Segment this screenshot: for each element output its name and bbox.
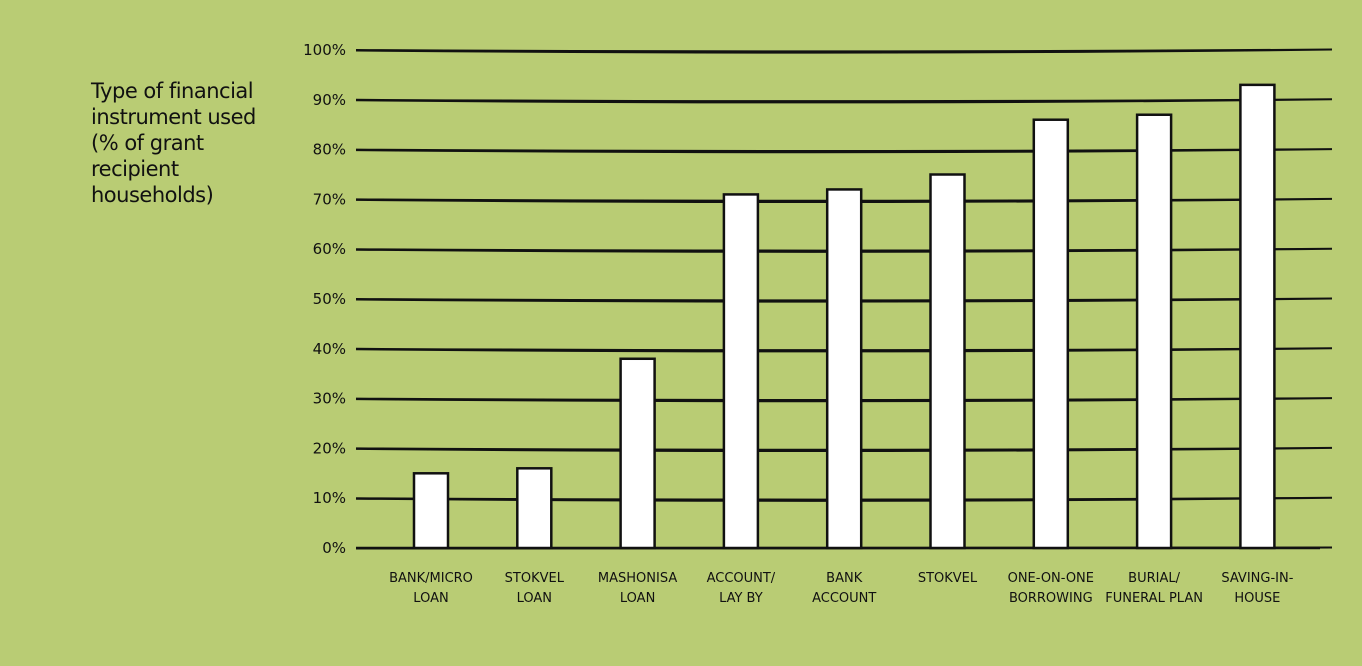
x-category-label: BANK/MICRO LOAN xyxy=(389,571,473,606)
bar xyxy=(1239,83,1276,550)
x-category-label: SAVING-IN-HOUSE xyxy=(1221,571,1293,606)
bar xyxy=(412,472,450,550)
y-tick-label: 60% xyxy=(313,240,346,258)
bar xyxy=(516,467,553,550)
gridline xyxy=(356,148,1332,154)
y-tick-label: 90% xyxy=(313,91,346,109)
bars xyxy=(412,83,1276,550)
y-tick-label: 0% xyxy=(322,539,346,557)
bar xyxy=(825,188,863,550)
x-category-label: BANK ACCOUNT xyxy=(812,571,876,606)
gridline xyxy=(356,48,1332,54)
x-category-label: ACCOUNT/LAY BY xyxy=(707,571,776,606)
y-tick-label: 100% xyxy=(303,41,346,59)
x-category-label: STOKVEL xyxy=(918,571,978,586)
x-category-label: BURIAL/FUNERAL PLAN xyxy=(1105,571,1203,606)
y-tick-label: 40% xyxy=(313,340,346,358)
y-tick-label: 20% xyxy=(313,439,346,457)
y-tick-label: 30% xyxy=(313,390,346,408)
y-tick-label: 10% xyxy=(313,489,346,507)
x-category-label: STOKVEL LOAN xyxy=(505,571,565,606)
y-tick-label: 80% xyxy=(313,141,346,159)
gridline xyxy=(356,98,1332,104)
x-axis-labels: BANK/MICRO LOAN STOKVEL LOAN MASHONISA LOAN AC… xyxy=(389,571,1294,606)
y-tick-label: 50% xyxy=(313,290,346,308)
bar xyxy=(929,173,966,550)
chart-title: Type of financial instrument used (% of … xyxy=(91,79,256,207)
x-category-label: MASHONISA LOAN xyxy=(598,571,677,606)
bar xyxy=(1135,113,1173,550)
bar xyxy=(619,357,656,550)
y-tick-label: 70% xyxy=(313,190,346,208)
bar xyxy=(1032,118,1070,550)
x-category-label: ONE-ON-ONE BORROWING xyxy=(1008,571,1094,606)
bar xyxy=(722,193,760,550)
y-axis-ticks: 0% 10% 20% 30% 40% 50% 60% 70% 80% 90% 100% xyxy=(303,41,346,557)
